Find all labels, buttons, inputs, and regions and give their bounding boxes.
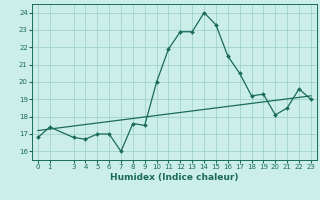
X-axis label: Humidex (Indice chaleur): Humidex (Indice chaleur) [110,173,239,182]
